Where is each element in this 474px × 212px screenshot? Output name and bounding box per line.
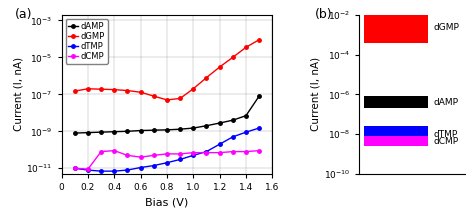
dTMP — [111, 170, 117, 172]
dAMP — [111, 130, 117, 133]
Line: dAMP: dAMP — [73, 94, 261, 135]
dGMP — [191, 88, 196, 90]
dTMP — [98, 170, 104, 172]
Text: dCMP: dCMP — [434, 137, 459, 145]
dCMP — [138, 156, 144, 158]
X-axis label: Bias (V): Bias (V) — [146, 197, 189, 207]
Line: dCMP: dCMP — [73, 149, 261, 171]
dAMP — [217, 122, 222, 124]
dCMP — [217, 151, 222, 154]
dGMP — [217, 66, 222, 68]
dGMP — [111, 88, 117, 91]
dGMP — [177, 97, 183, 100]
dAMP — [204, 124, 210, 127]
Text: dAMP: dAMP — [434, 98, 459, 107]
Y-axis label: Current (I, nA): Current (I, nA) — [311, 57, 321, 131]
dAMP — [230, 119, 236, 121]
dGMP — [204, 76, 210, 79]
dCMP — [85, 168, 91, 170]
dAMP — [177, 128, 183, 130]
dAMP — [256, 95, 262, 97]
dCMP — [230, 150, 236, 153]
dTMP — [204, 150, 210, 153]
dTMP — [85, 169, 91, 171]
dCMP — [256, 149, 262, 152]
dGMP — [98, 88, 104, 91]
dTMP — [164, 162, 170, 164]
dCMP — [111, 149, 117, 152]
dAMP — [85, 131, 91, 134]
Legend: dAMP, dGMP, dTMP, dCMP: dAMP, dGMP, dTMP, dCMP — [66, 19, 108, 64]
dTMP — [191, 154, 196, 157]
dCMP — [204, 151, 210, 154]
dGMP — [138, 91, 144, 93]
dAMP — [151, 129, 156, 131]
dAMP — [72, 132, 78, 134]
dAMP — [191, 127, 196, 129]
dTMP — [151, 164, 156, 167]
dGMP — [151, 95, 156, 97]
dCMP — [72, 167, 78, 170]
dGMP — [85, 88, 91, 90]
Text: (a): (a) — [15, 8, 33, 21]
Text: dGMP: dGMP — [434, 24, 460, 32]
dCMP — [164, 153, 170, 155]
Line: dGMP: dGMP — [73, 38, 261, 102]
dCMP — [98, 150, 104, 153]
Text: dTMP: dTMP — [434, 130, 458, 139]
dAMP — [125, 130, 130, 132]
dCMP — [243, 150, 249, 153]
dGMP — [256, 38, 262, 41]
dCMP — [125, 154, 130, 157]
dGMP — [125, 89, 130, 92]
dTMP — [230, 136, 236, 138]
dTMP — [138, 166, 144, 169]
dTMP — [125, 169, 130, 171]
dCMP — [177, 153, 183, 155]
dAMP — [98, 131, 104, 133]
dAMP — [164, 128, 170, 131]
Text: (b): (b) — [315, 8, 333, 21]
dTMP — [217, 143, 222, 145]
dCMP — [191, 151, 196, 154]
dGMP — [164, 99, 170, 101]
dTMP — [72, 167, 78, 170]
dTMP — [177, 158, 183, 161]
dCMP — [151, 154, 156, 157]
Y-axis label: Current (I, nA): Current (I, nA) — [13, 57, 24, 131]
dTMP — [243, 131, 249, 133]
Line: dTMP: dTMP — [73, 126, 261, 173]
dGMP — [230, 56, 236, 59]
dAMP — [243, 114, 249, 117]
dTMP — [256, 127, 262, 129]
dAMP — [138, 129, 144, 132]
dGMP — [243, 46, 249, 49]
dGMP — [72, 90, 78, 92]
